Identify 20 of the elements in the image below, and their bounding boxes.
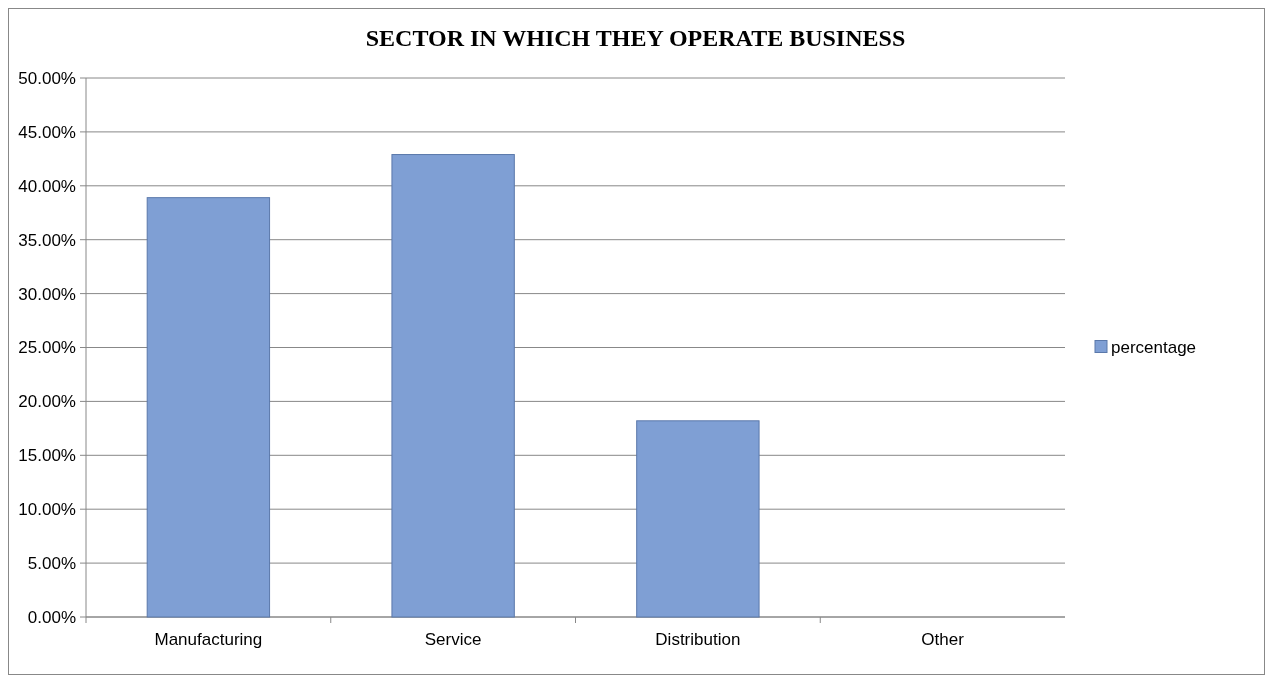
y-tick-label: 15.00% <box>18 446 76 466</box>
x-tick-label: Distribution <box>655 630 741 649</box>
y-tick-label: 45.00% <box>18 122 76 142</box>
y-tick-label: 20.00% <box>18 392 76 412</box>
bar <box>146 197 271 618</box>
y-tick-label: 25.00% <box>18 338 76 358</box>
y-tick-label: 10.00% <box>18 500 76 520</box>
y-tick-label: 5.00% <box>27 554 76 574</box>
y-tick-label: 40.00% <box>18 176 76 196</box>
y-tick-label: 35.00% <box>18 230 76 250</box>
x-tick-label: Other <box>921 630 965 649</box>
x-tick-label: Service <box>424 630 482 649</box>
y-tick-label: 50.00% <box>18 68 76 88</box>
x-tick-label: Manufacturing <box>154 630 263 649</box>
chart-title: SECTOR IN WHICH THEY OPERATE BUSINESS <box>365 25 906 51</box>
bar <box>636 420 760 618</box>
legend-label: percentage <box>1111 338 1197 358</box>
y-tick-label: 30.00% <box>18 284 76 304</box>
bar <box>391 154 515 618</box>
y-tick-label: 0.00% <box>27 607 76 627</box>
